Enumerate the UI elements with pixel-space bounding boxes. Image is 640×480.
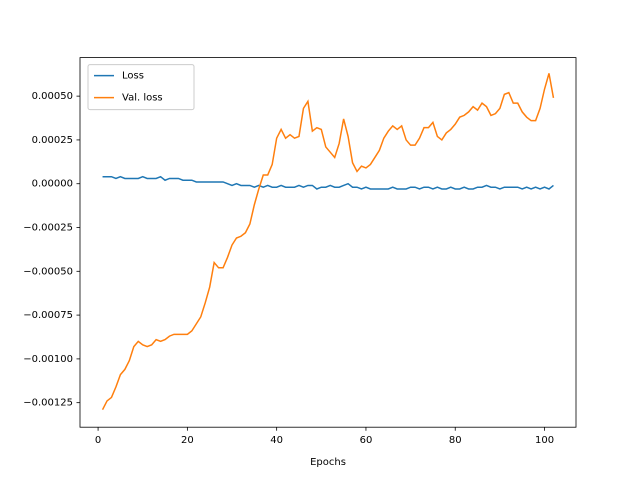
- y-tick-label: −0.00025: [23, 223, 73, 234]
- y-tick-label: 0.00000: [32, 179, 73, 190]
- x-tick-label: 20: [181, 435, 194, 446]
- y-tick-label: 0.00025: [32, 135, 73, 146]
- series-line: [101, 73, 555, 411]
- series-line: [102, 175, 554, 190]
- y-tick-label: −0.00125: [23, 398, 73, 409]
- legend-box: [87, 64, 195, 111]
- legend-label: Loss: [122, 71, 144, 82]
- y-tick-label: −0.00050: [23, 266, 73, 277]
- y-tick-label: −0.00075: [23, 310, 73, 321]
- axes-frame: [79, 57, 577, 428]
- legend-label: Val. loss: [122, 93, 163, 104]
- y-tick-label: 0.00050: [32, 91, 73, 102]
- y-tick-label: −0.00100: [23, 354, 73, 365]
- x-tick-label: 60: [360, 435, 373, 446]
- x-tick-label: 80: [449, 435, 462, 446]
- x-tick-label: 40: [270, 435, 283, 446]
- x-tick-label: 100: [535, 435, 554, 446]
- x-tick-label: 0: [95, 435, 101, 446]
- x-axis-label: Epochs: [310, 457, 346, 468]
